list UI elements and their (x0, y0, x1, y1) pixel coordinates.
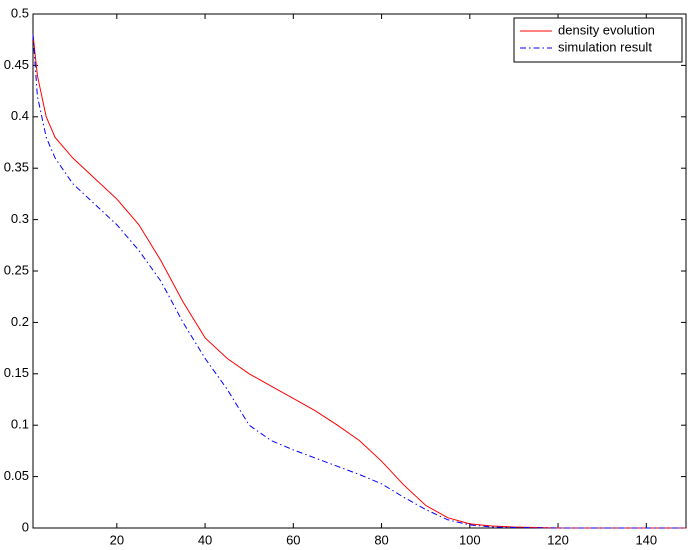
y-tick-label: 0.25 (4, 262, 29, 277)
series-line (32, 34, 686, 529)
y-tick-label: 0.4 (11, 108, 29, 123)
y-tick-label: 0.2 (11, 314, 29, 329)
y-tick-label: 0 (22, 519, 29, 534)
legend-label: simulation result (558, 39, 652, 54)
y-tick-label: 0.1 (11, 417, 29, 432)
legend-box (513, 17, 683, 63)
y-tick-label: 0.15 (4, 365, 29, 380)
x-tick-label: 140 (635, 532, 657, 547)
y-tick-label: 0.35 (4, 160, 29, 175)
y-tick-label: 0.45 (4, 57, 29, 72)
y-tick-label: 0.5 (11, 5, 29, 20)
y-tick-label: 0.05 (4, 468, 29, 483)
x-tick-label: 100 (459, 532, 481, 547)
plot-frame (32, 13, 687, 529)
y-tick-label: 0.3 (11, 211, 29, 226)
x-tick-label: 80 (374, 532, 388, 547)
x-tick-label: 20 (110, 532, 124, 547)
x-tick-label: 120 (547, 532, 569, 547)
legend-label: density evolution (558, 22, 655, 37)
x-tick-label: 60 (286, 532, 300, 547)
series-line (32, 34, 686, 529)
x-tick-label: 40 (198, 532, 212, 547)
